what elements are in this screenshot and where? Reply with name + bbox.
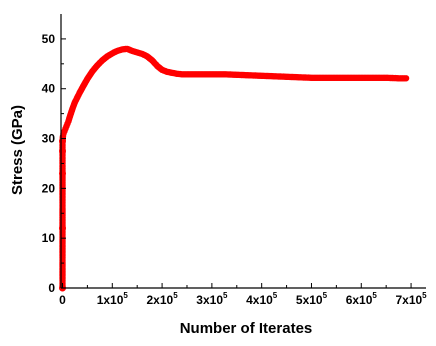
x-tick-label: 7x105 [395, 291, 427, 307]
x-tick-label: 4x105 [246, 291, 278, 307]
y-tick-label: 40 [42, 82, 56, 96]
x-tick-label: 5x105 [296, 291, 328, 307]
y-axis-label: Stress (GPa) [9, 105, 26, 195]
x-tick-label: 3x105 [196, 291, 228, 307]
data-point [58, 147, 66, 155]
x-tick-label: 0 [59, 293, 66, 307]
x-tick-label: 2x105 [147, 291, 179, 307]
data-point [402, 75, 410, 82]
x-axis-label: Number of Iterates [180, 320, 313, 337]
x-tick-label: 6x105 [346, 291, 378, 307]
series-layer [58, 45, 410, 292]
x-tick-label: 1x105 [97, 291, 129, 307]
y-tick-label: 10 [42, 231, 56, 245]
data-point [58, 169, 66, 177]
y-tick-label: 50 [42, 32, 56, 46]
axes-layer [60, 14, 426, 289]
y-tick-label: 20 [42, 181, 56, 195]
series-line [61, 48, 407, 288]
y-tick-label: 30 [42, 132, 56, 146]
series-markers [59, 45, 410, 292]
data-point [58, 224, 66, 232]
ticks-layer: 0 10 20 30 40 50 0 1x105 2x105 3x105 4x105 5x105 6x1… [42, 32, 428, 307]
y-tick-label: 0 [48, 281, 55, 295]
